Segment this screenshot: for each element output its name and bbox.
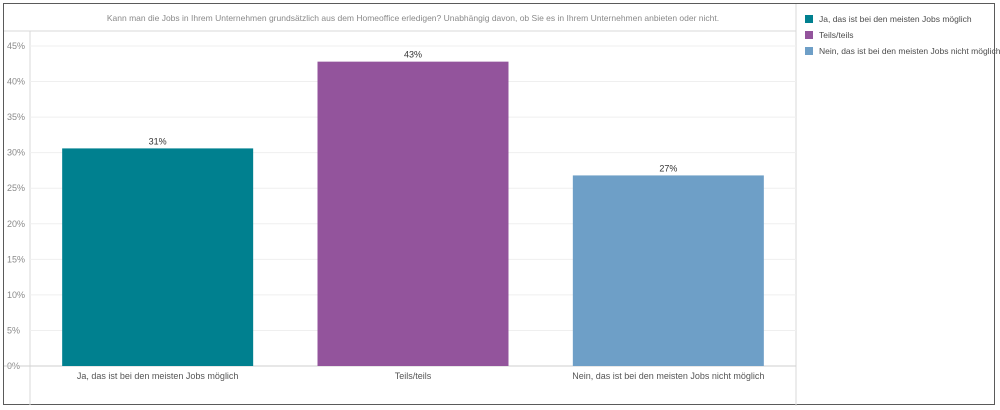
y-tick-label: 30%	[7, 148, 25, 158]
legend-swatch-ja	[805, 15, 813, 23]
y-tick-label: 20%	[7, 219, 25, 229]
y-tick-label: 40%	[7, 77, 25, 87]
legend-item-nein[interactable]: Nein, das ist bei den meisten Jobs nicht…	[805, 44, 1000, 58]
legend-item-ja[interactable]: Ja, das ist bei den meisten Jobs möglich	[805, 12, 995, 26]
bar	[572, 175, 764, 366]
y-tick-label: 45%	[7, 41, 25, 51]
legend: Ja, das ist bei den meisten Jobs möglich…	[805, 12, 1000, 60]
legend-label-nein: Nein, das ist bei den meisten Jobs nicht…	[819, 46, 1000, 56]
legend-swatch-nein	[805, 47, 813, 55]
legend-label-teils: Teils/teils	[819, 30, 854, 40]
bar	[62, 148, 254, 366]
chart-svg: Kann man die Jobs in Ihrem Unternehmen g…	[4, 4, 797, 406]
x-category-label: Ja, das ist bei den meisten Jobs möglich	[77, 371, 239, 381]
data-label: 43%	[404, 50, 422, 60]
y-tick-label: 25%	[7, 183, 25, 193]
legend-item-teils[interactable]: Teils/teils	[805, 28, 995, 42]
x-category-label: Nein, das ist bei den meisten Jobs nicht…	[572, 371, 764, 381]
legend-swatch-teils	[805, 31, 813, 39]
y-tick-label: 35%	[7, 112, 25, 122]
chart-frame: Kann man die Jobs in Ihrem Unternehmen g…	[3, 3, 1000, 406]
chart-title: Kann man die Jobs in Ihrem Unternehmen g…	[107, 13, 719, 23]
data-label: 27%	[659, 163, 677, 173]
legend-label-ja: Ja, das ist bei den meisten Jobs möglich	[819, 14, 972, 24]
y-tick-label: 15%	[7, 254, 25, 264]
x-category-label: Teils/teils	[395, 371, 432, 381]
data-label: 31%	[149, 136, 167, 146]
y-tick-label: 10%	[7, 290, 25, 300]
bar	[317, 61, 509, 367]
y-tick-label: 5%	[7, 325, 20, 335]
